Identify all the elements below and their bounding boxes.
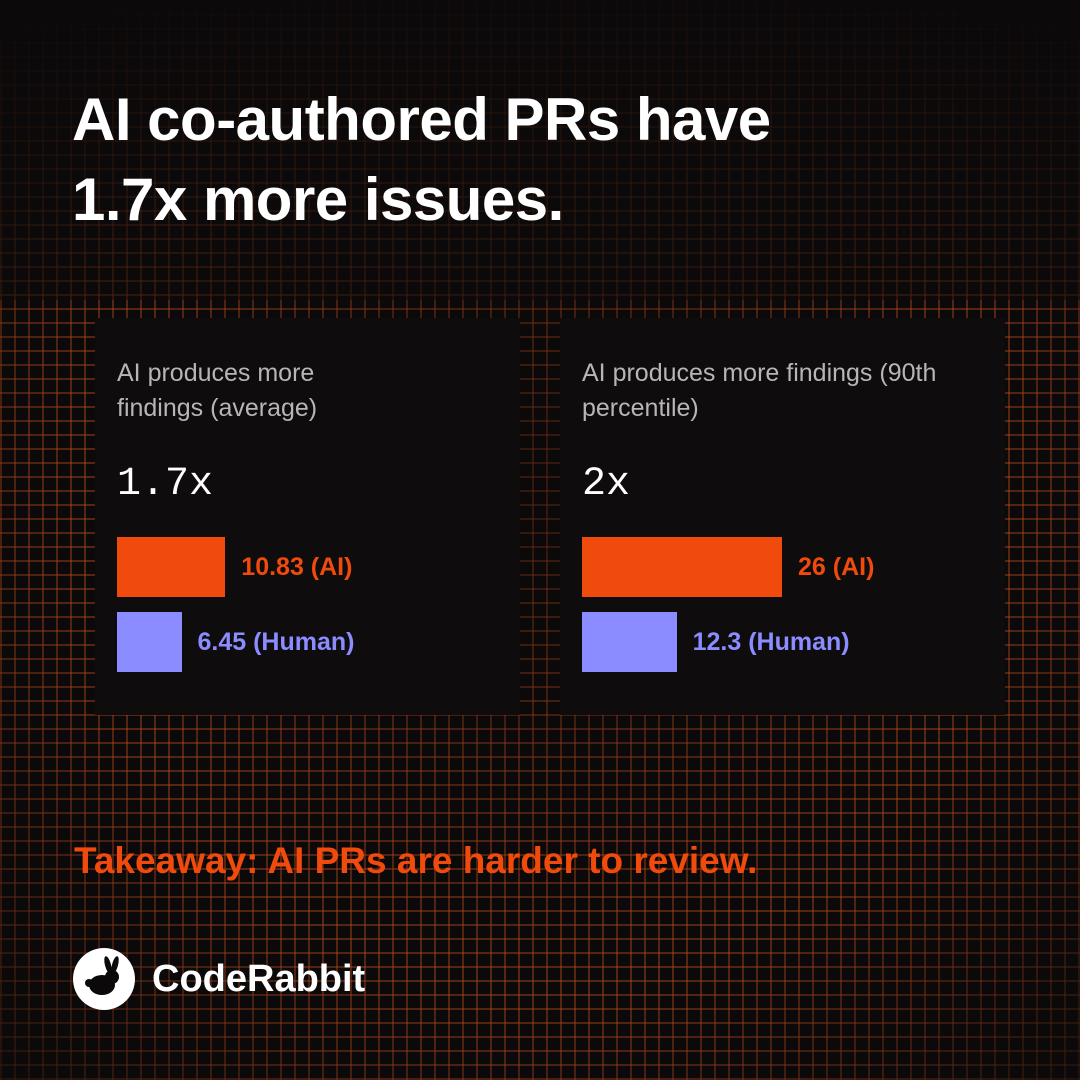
chart-headline: 1.7x <box>117 462 214 507</box>
bar <box>582 612 677 672</box>
bar <box>582 537 782 597</box>
takeaway: Takeaway: AI PRs are harder to review. <box>74 840 758 881</box>
bar <box>117 537 226 597</box>
bar <box>117 612 182 672</box>
brand-name: CodeRabbit <box>152 958 366 1000</box>
headline: AI co-authored PRs have 1.7x more issues… <box>72 86 771 233</box>
chart-panel: AI produces more findings (average) 1.7x… <box>95 318 520 715</box>
chart-headline: 2x <box>582 462 631 507</box>
data-label: 12.3 (Human) <box>692 628 850 656</box>
chart-panel: AI produces more findings (90th percenti… <box>560 318 1005 715</box>
data-label: 26 (AI) <box>798 553 875 581</box>
chart-title: AI produces more findings (average) <box>117 359 318 422</box>
data-label: 10.83 (AI) <box>241 553 353 581</box>
brand-logo <box>73 948 135 1010</box>
chart-title: AI produces more findings (90th percenti… <box>582 359 937 422</box>
data-label: 6.45 (Human) <box>197 628 355 656</box>
